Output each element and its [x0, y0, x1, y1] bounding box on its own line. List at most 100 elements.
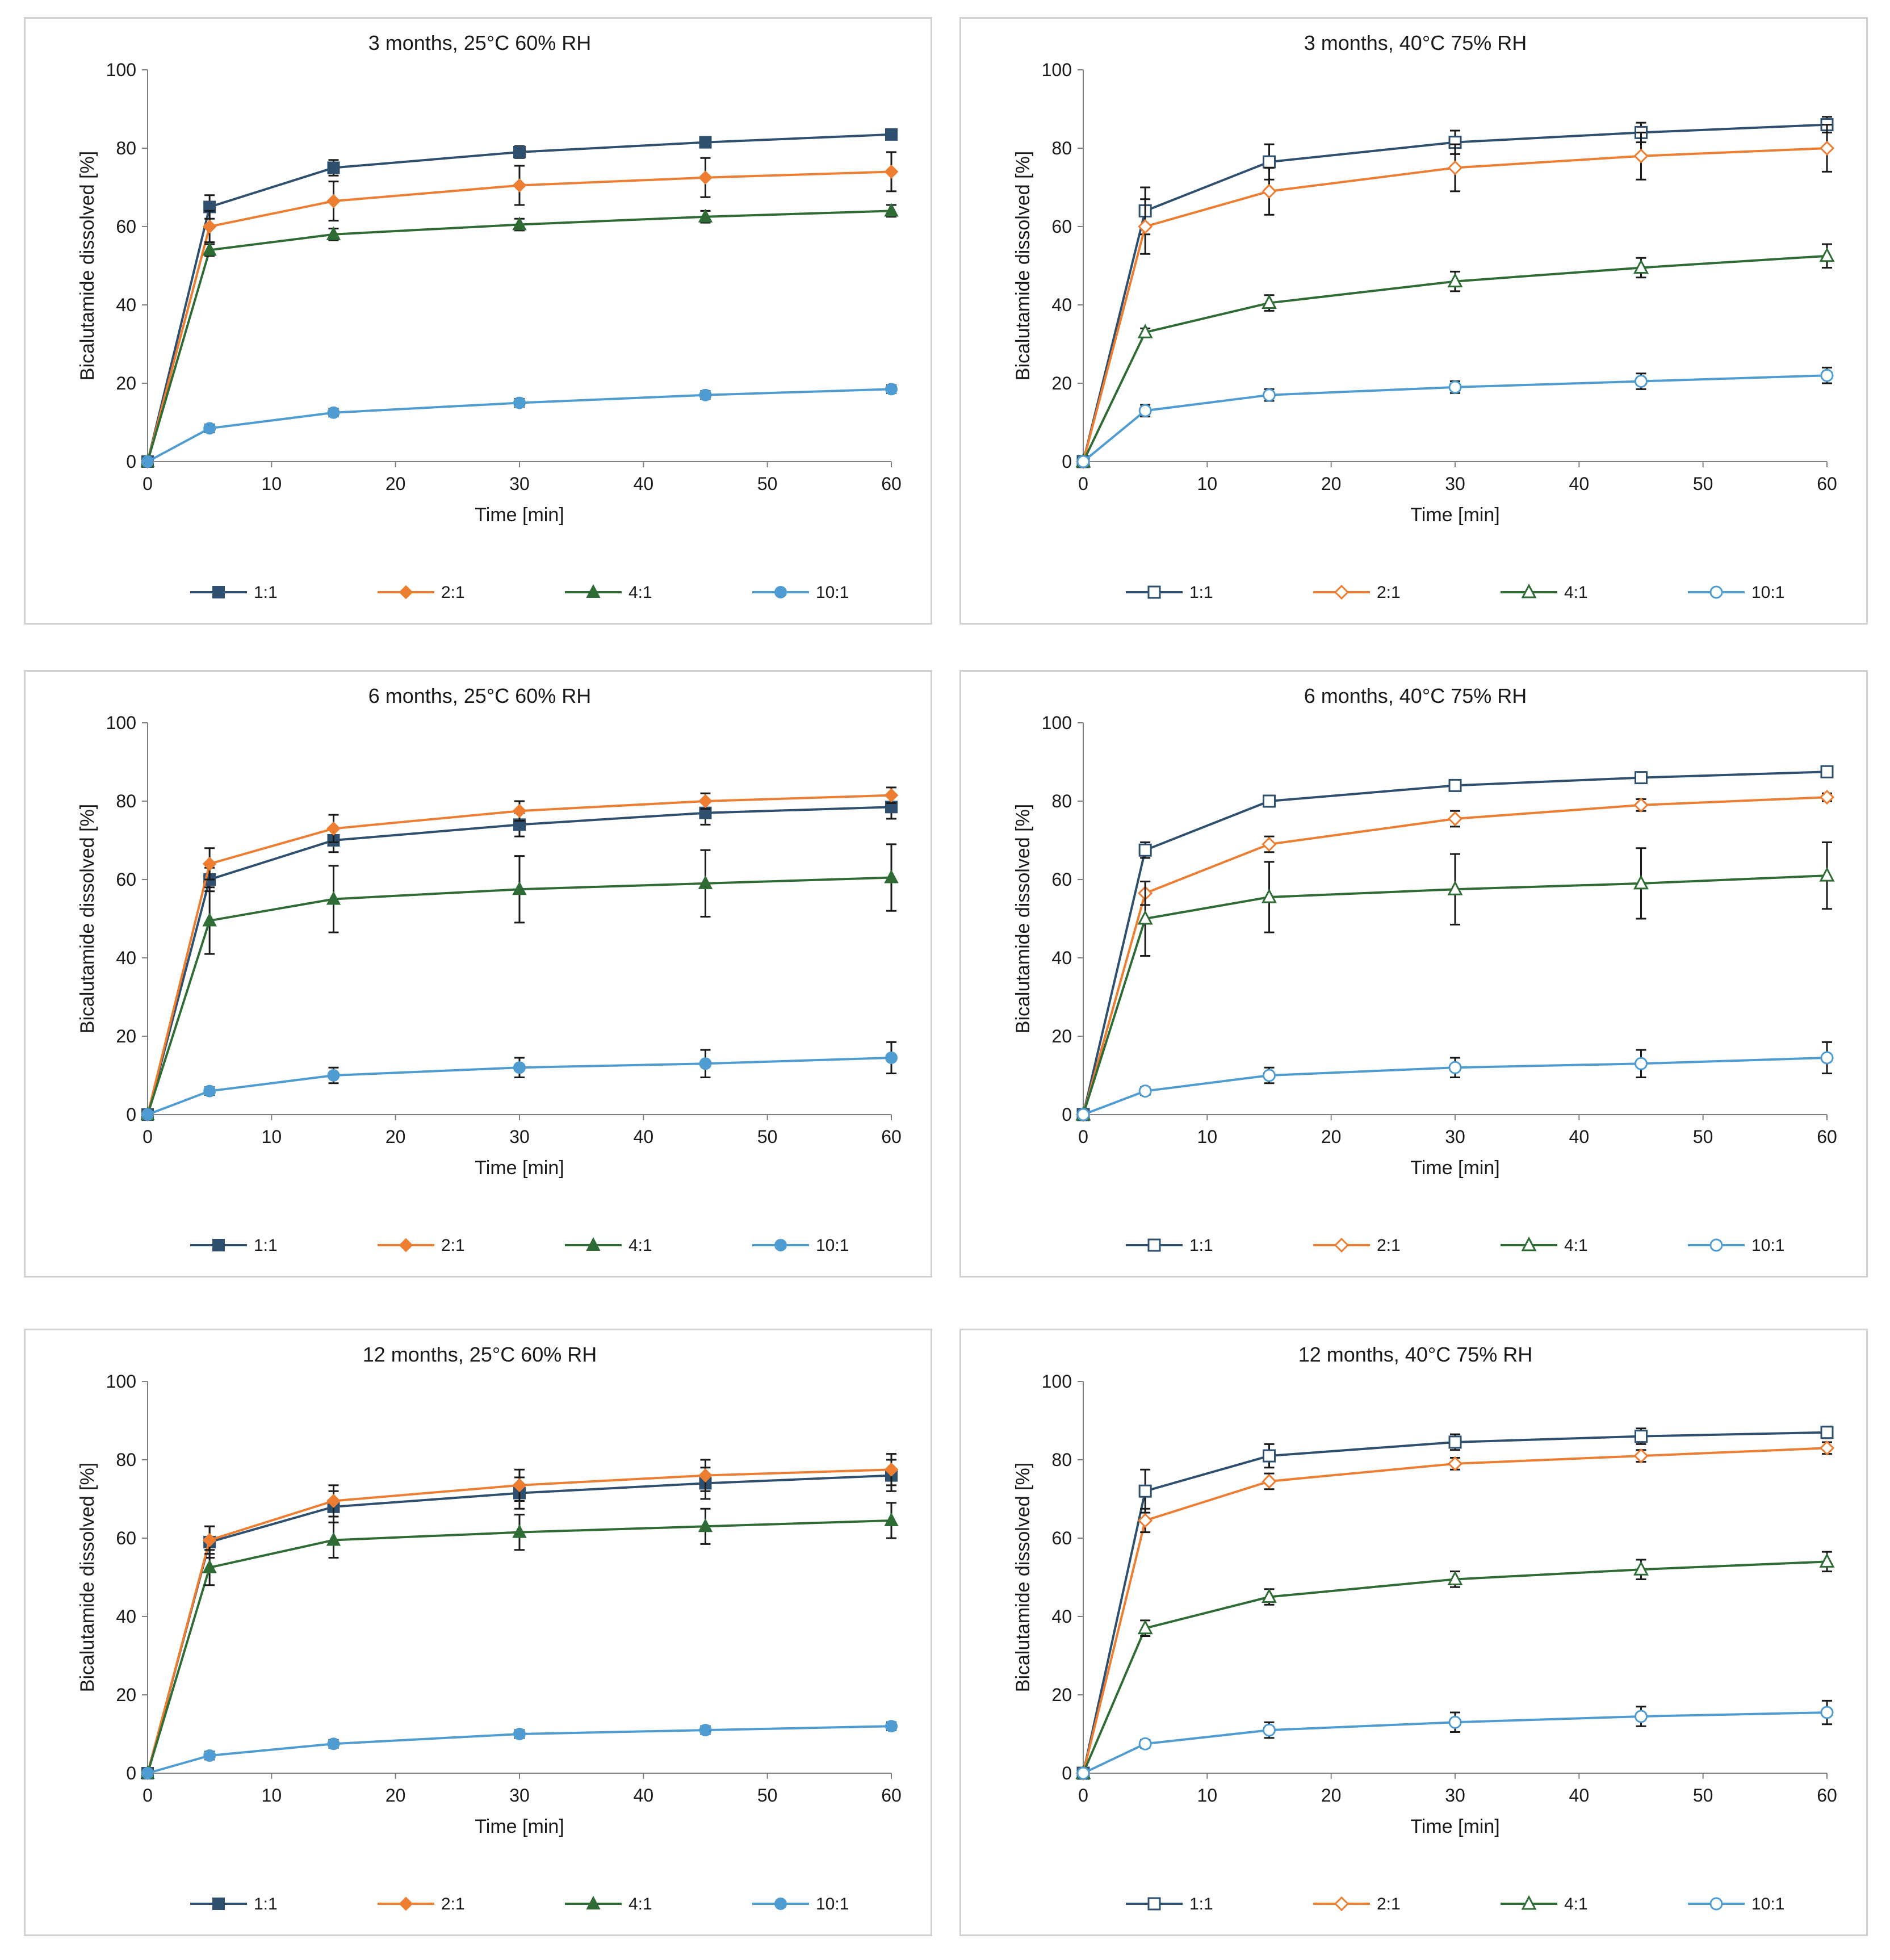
legend: 1:1 2:1 4:1 10:1	[190, 1236, 849, 1255]
legend-label: 2:1	[441, 583, 465, 602]
series-line	[1082, 123, 1828, 462]
series-line	[1083, 1056, 1828, 1116]
legend-marker	[1521, 1236, 1537, 1251]
data-point	[884, 869, 899, 883]
x-tick-label: 40	[634, 1126, 654, 1147]
chart-svg: 3 months, 25°C 60% RH 0 20 40 60 80 100 0 10 20 30…	[77, 31, 902, 602]
data-point	[1262, 1473, 1277, 1489]
series-line	[1083, 1711, 1828, 1774]
data-point	[699, 1724, 712, 1737]
chart-title: 3 months, 25°C 60% RH	[368, 31, 592, 55]
data-point	[202, 242, 217, 256]
data-point	[1635, 375, 1648, 388]
y-tick-label: 0	[1062, 451, 1072, 472]
chart-panel-12m-40c: 12 months, 40°C 75% RH 0 20 40 60 80 100 0 10 20 3…	[959, 1329, 1868, 1936]
data-point	[512, 803, 527, 818]
data-point	[513, 1061, 526, 1074]
data-point	[885, 1720, 898, 1733]
data-point	[1633, 1560, 1649, 1576]
data-point	[327, 1069, 340, 1082]
data-point	[327, 161, 340, 174]
data-point	[1447, 881, 1463, 895]
data-point	[202, 1559, 217, 1573]
x-tick-label: 10	[1197, 1785, 1218, 1806]
data-point	[202, 912, 217, 927]
legend-label: 10:1	[1751, 1895, 1784, 1913]
data-point	[698, 875, 713, 889]
legend: 1:1 2:1 4:1 10:1	[1126, 1236, 1784, 1255]
legend: 1:1 2:1 4:1 10:1	[1126, 583, 1784, 602]
x-tick-label: 20	[385, 474, 406, 494]
y-tick-label: 80	[116, 1450, 136, 1470]
series-4-1	[1075, 841, 1835, 1121]
legend: 1:1 2:1 4:1 10:1	[190, 1895, 849, 1913]
data-point	[1633, 259, 1649, 274]
data-point	[512, 1524, 527, 1538]
legend-marker	[1709, 1238, 1723, 1252]
y-tick-label: 60	[116, 216, 136, 237]
x-axis-label: Time [min]	[475, 504, 564, 526]
x-tick-label: 30	[1445, 1126, 1465, 1147]
data-point	[885, 1051, 898, 1064]
y-tick-label: 60	[1051, 1528, 1072, 1548]
y-tick-label: 20	[1051, 373, 1072, 393]
x-tick-label: 0	[1078, 474, 1088, 494]
data-point	[203, 1749, 216, 1762]
chart-title: 3 months, 40°C 75% RH	[1304, 31, 1527, 55]
y-axis-label: Bicalutamide dissolved [%]	[1012, 804, 1034, 1033]
chart-svg: 6 months, 40°C 75% RH 0 20 40 60 80 100 0 10 20 30…	[1012, 684, 1837, 1255]
x-tick-label: 20	[385, 1785, 406, 1806]
x-tick-label: 60	[1817, 474, 1837, 494]
legend: 1:1 2:1 4:1 10:1	[190, 583, 849, 602]
chart-title: 12 months, 40°C 75% RH	[1298, 1343, 1533, 1366]
data-point	[1819, 789, 1835, 805]
legend-label: 4:1	[628, 583, 652, 602]
legend-label: 4:1	[1564, 583, 1588, 602]
data-point	[1263, 1069, 1276, 1082]
series-line	[1082, 1431, 1828, 1774]
chart-title: 6 months, 25°C 60% RH	[368, 684, 592, 707]
data-point	[1633, 797, 1649, 813]
data-point	[1262, 183, 1277, 199]
series-10-1	[1076, 1041, 1834, 1121]
data-point	[513, 1728, 526, 1740]
series-4-1	[1075, 1551, 1835, 1779]
x-tick-label: 0	[1078, 1785, 1088, 1806]
data-point	[1137, 910, 1153, 925]
data-point	[1138, 219, 1153, 234]
data-point	[1635, 1057, 1648, 1070]
x-tick-label: 60	[881, 474, 902, 494]
legend-label: 1:1	[1189, 1236, 1213, 1255]
y-tick-label: 20	[116, 373, 136, 393]
data-point	[202, 1533, 217, 1547]
series-4-1	[140, 843, 899, 1120]
data-point	[1819, 1553, 1835, 1568]
data-point	[1447, 1456, 1463, 1472]
data-point	[1448, 1715, 1462, 1729]
legend-marker	[1334, 1237, 1350, 1253]
data-point	[1076, 1108, 1090, 1121]
chart-svg: 3 months, 40°C 75% RH 0 20 40 60 80 100 0 10 20 30…	[1012, 31, 1837, 602]
y-tick-label: 60	[116, 1528, 136, 1548]
series-line	[1082, 147, 1828, 462]
series-line	[146, 794, 892, 1115]
legend-label: 1:1	[1189, 583, 1213, 602]
x-tick-label: 40	[1569, 474, 1590, 494]
y-tick-label: 0	[1062, 1763, 1072, 1783]
legend-marker	[1521, 1895, 1537, 1910]
series-line	[1082, 796, 1828, 1115]
x-axis-label: Time [min]	[475, 1816, 564, 1837]
x-tick-label: 50	[757, 1785, 778, 1806]
data-point	[698, 1468, 713, 1483]
legend-marker	[399, 1238, 413, 1253]
data-point	[1820, 1051, 1834, 1065]
series-line	[1082, 254, 1828, 462]
data-point	[1448, 380, 1462, 394]
series-line	[146, 806, 892, 1115]
x-tick-label: 50	[1693, 1785, 1713, 1806]
y-tick-label: 20	[1051, 1026, 1072, 1046]
legend-marker	[586, 1895, 601, 1909]
data-point	[699, 388, 712, 401]
y-axis-label: Bicalutamide dissolved [%]	[1012, 1463, 1034, 1692]
legend-label: 1:1	[254, 583, 278, 602]
